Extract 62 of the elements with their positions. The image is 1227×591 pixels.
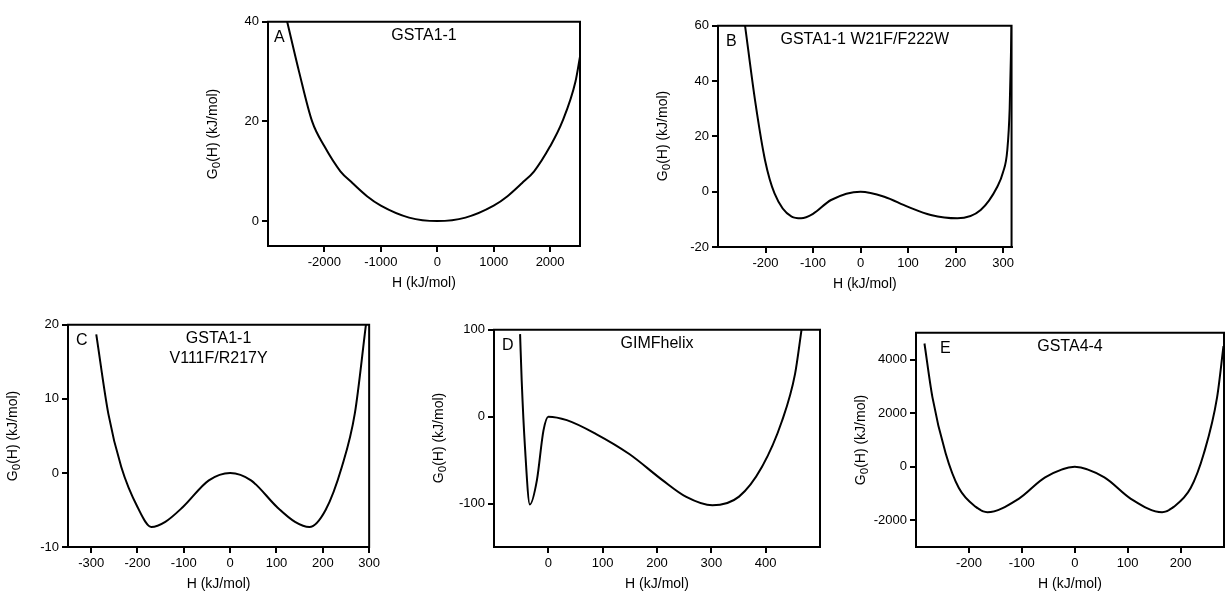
x-tick-label: 0: [226, 555, 234, 571]
y-tick-label: -2000: [873, 511, 907, 527]
annotation: B: [726, 32, 737, 50]
annotation: C: [76, 331, 88, 349]
y-tick-label: -10: [40, 538, 59, 554]
y-tick-label: 0: [51, 464, 59, 480]
x-tick-label: -1000: [364, 254, 398, 270]
y-tick-label: -100: [458, 495, 485, 511]
x-tick-label: 100: [1116, 555, 1139, 571]
annotation: D: [502, 336, 514, 354]
chart-title: GIMFhelix: [620, 334, 694, 352]
x-tick-label: 200: [311, 555, 334, 571]
y-tick-label: 0: [899, 458, 907, 474]
x-axis-title: H (kJ/mol): [392, 274, 456, 291]
x-tick-label: 200: [646, 555, 668, 571]
x-tick-label: 2000: [535, 254, 565, 270]
y-tick-label: 60: [694, 17, 709, 33]
y-tick-label: 20: [694, 127, 709, 143]
x-tick-label: 100: [591, 555, 614, 571]
x-tick-label: 300: [358, 555, 381, 571]
x-tick-label: -200: [752, 255, 779, 271]
x-axis-title: H (kJ/mol): [186, 575, 251, 591]
x-tick-label: 0: [1071, 555, 1079, 571]
y-tick-label: 100: [463, 321, 485, 337]
x-tick-label: -200: [124, 555, 151, 571]
x-tick-label: 300: [992, 255, 1014, 271]
x-tick-label: -100: [170, 555, 197, 571]
x-tick-label: 300: [700, 555, 723, 571]
x-tick-label: -100: [799, 255, 827, 271]
chart-title: GSTA1-1 W21F/F222W: [780, 30, 950, 48]
y-tick-label: 20: [44, 316, 59, 332]
x-axis-title: H (kJ/mol): [832, 275, 897, 292]
y-tick-label: 20: [244, 113, 259, 129]
y-tick-label: 10: [44, 390, 59, 406]
x-tick-label: 100: [897, 255, 919, 271]
x-tick-label: 0: [544, 555, 552, 571]
x-tick-label: 0: [856, 255, 865, 271]
x-tick-label: -200: [955, 555, 982, 571]
annotation: A: [274, 28, 285, 46]
x-axis-title: H (kJ/mol): [1038, 575, 1102, 591]
x-tick-label: 400: [754, 555, 777, 571]
text: GSTA1-1 V111F/R217Y: [169, 329, 268, 367]
y-tick-label: 0: [251, 212, 259, 228]
y-tick-label: -20: [690, 238, 709, 254]
y-tick-label: 0: [701, 183, 709, 199]
annotation: E: [940, 339, 951, 357]
y-tick-label: 0: [477, 408, 485, 424]
x-tick-label: 200: [944, 255, 967, 271]
chart-title: GSTA4-4: [1037, 337, 1103, 355]
x-tick-label: 1000: [479, 254, 509, 270]
y-tick-label: 2000: [878, 404, 907, 420]
y-tick-label: 40: [694, 72, 709, 88]
chart-title: GSTA1-1: [391, 26, 457, 44]
x-tick-label: 100: [265, 555, 288, 571]
y-tick-label: 40: [244, 13, 259, 29]
x-tick-label: -300: [78, 555, 105, 571]
y-tick-label: 4000: [878, 351, 907, 367]
x-tick-label: 200: [1169, 555, 1192, 571]
x-tick-label: -2000: [307, 254, 342, 270]
x-tick-label: 0: [433, 254, 441, 270]
x-tick-label: -100: [1008, 555, 1035, 571]
x-axis-title: H (kJ/mol): [625, 575, 689, 591]
